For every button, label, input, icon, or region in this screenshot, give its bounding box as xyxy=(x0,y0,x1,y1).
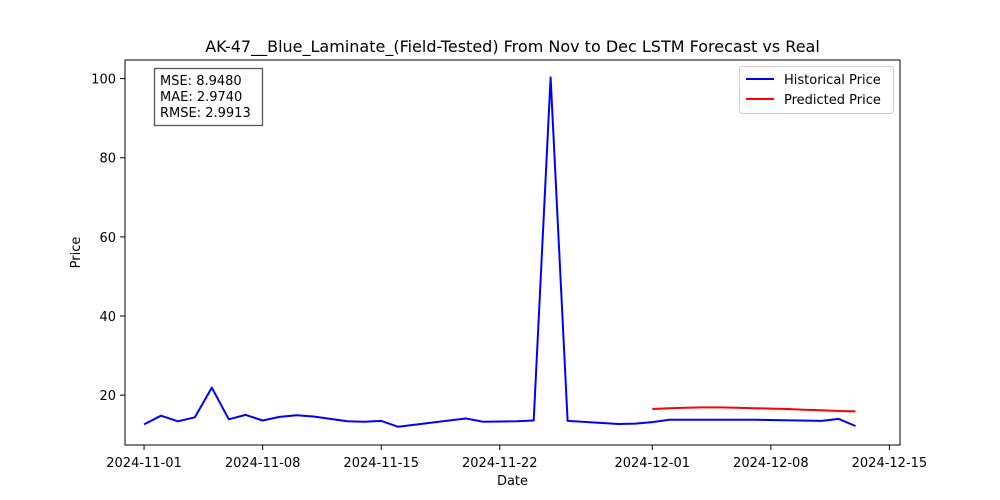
y-tick-label: 60 xyxy=(99,231,116,246)
metrics-box: MSE: 8.9480 MAE: 2.9740 RMSE: 2.9913 xyxy=(153,67,264,127)
metric-mse: MSE: 8.9480 xyxy=(160,74,242,89)
chart-title: AK-47__Blue_Laminate_(Field-Tested) From… xyxy=(205,37,820,57)
x-tick-label: 2024-11-22 xyxy=(462,456,538,471)
plot-frame xyxy=(124,59,901,446)
x-tick-label: 2024-12-15 xyxy=(852,456,928,471)
x-tick-label: 2024-11-08 xyxy=(225,456,301,471)
series-layer xyxy=(143,76,856,428)
x-axis: 2024-11-01 2024-11-08 2024-11-15 2024-11-22… xyxy=(106,445,927,471)
metric-rmse: RMSE: 2.9913 xyxy=(160,106,251,121)
x-tick-label: 2024-12-01 xyxy=(614,456,690,471)
series-line-historical-price xyxy=(143,76,856,428)
y-axis-label: Price xyxy=(69,237,84,269)
metric-mae: MAE: 2.9740 xyxy=(160,90,242,105)
y-tick-label: 40 xyxy=(99,310,116,325)
series-line-predicted-price xyxy=(652,406,856,413)
y-axis: 20 40 60 80 100 xyxy=(91,73,125,404)
x-tick-label: 2024-11-15 xyxy=(343,456,419,471)
y-tick-label: 80 xyxy=(99,152,116,167)
y-tick-label: 20 xyxy=(99,389,116,404)
x-axis-label: Date xyxy=(497,474,528,489)
metrics-box-frame xyxy=(153,67,264,127)
legend-label-predicted-price: Predicted Price xyxy=(784,93,881,108)
x-tick-label: 2024-12-08 xyxy=(733,456,809,471)
legend: Historical Price Predicted Price xyxy=(739,66,894,114)
x-tick-label: 2024-11-01 xyxy=(106,456,182,471)
legend-label-historical-price: Historical Price xyxy=(784,73,881,88)
y-tick-label: 100 xyxy=(91,73,116,88)
legend-frame xyxy=(739,66,894,114)
